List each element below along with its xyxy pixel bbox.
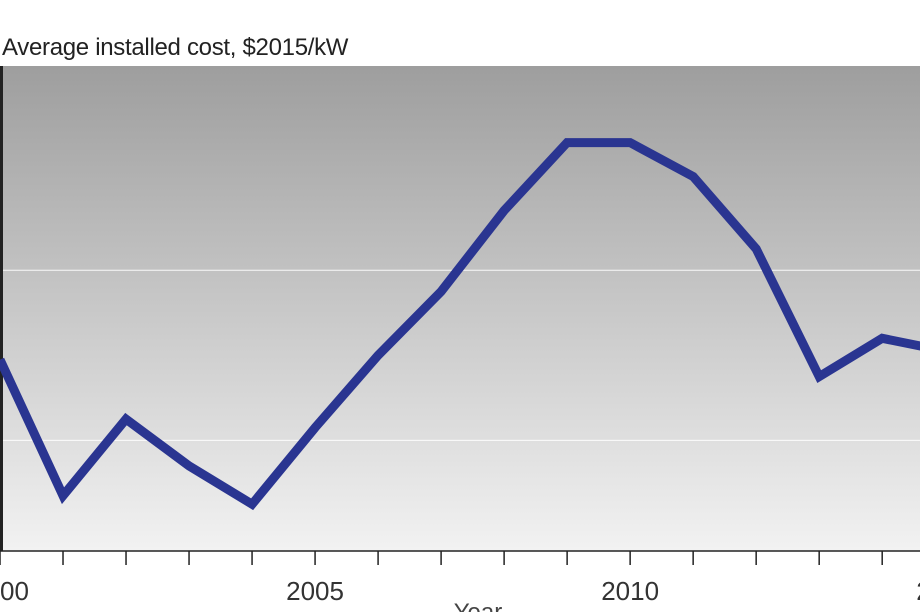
series-line-0 <box>0 138 920 511</box>
x-tick-label-2005: 2005 <box>286 576 344 606</box>
series-layer <box>0 138 920 511</box>
plot-area <box>0 66 920 551</box>
y-axis-label: Average installed cost, $2015/kW <box>2 34 349 61</box>
x-tick-label-2010: 2010 <box>601 576 659 606</box>
x-axis-ticks <box>0 551 883 565</box>
x-tick-label-2015: 2015 <box>916 576 920 606</box>
x-tick-label-2000: 2000 <box>0 576 29 606</box>
x-axis-label: Year <box>454 599 503 612</box>
x-tick-labels: 2000 2005 2010 2015 <box>0 576 920 606</box>
